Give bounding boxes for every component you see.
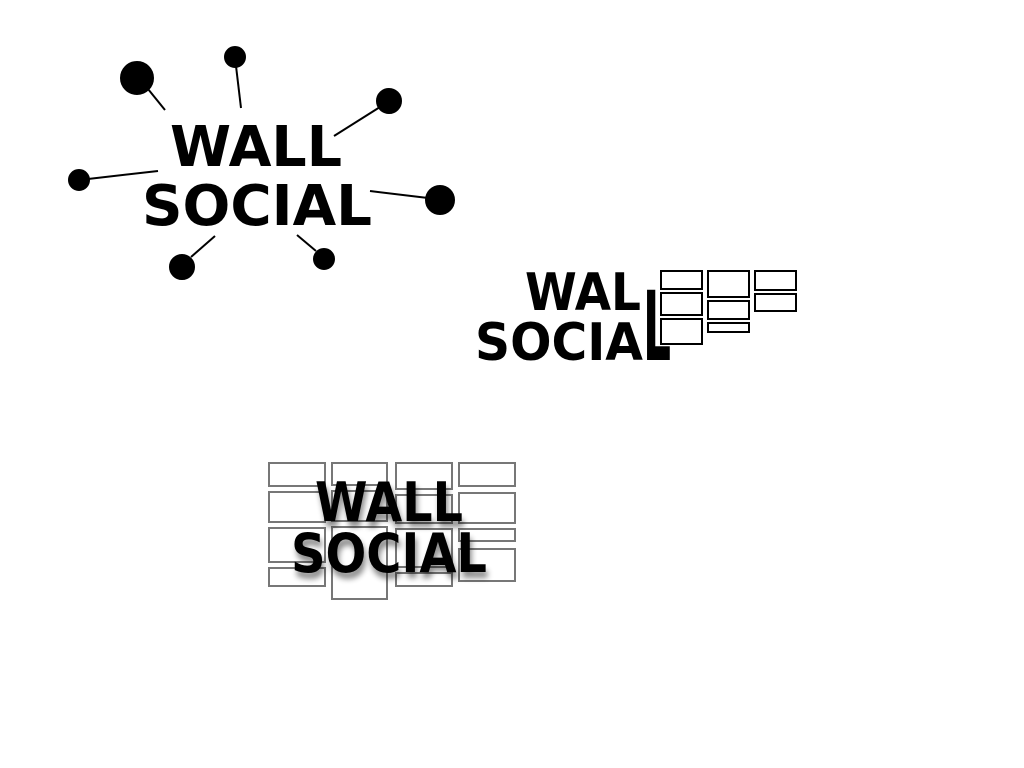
logo-word-wal: WAL: [525, 263, 641, 323]
node-dot: [376, 88, 402, 114]
node-dot: [313, 248, 335, 270]
logo-word-social: SOCIAL: [142, 174, 372, 239]
connector-line: [333, 106, 381, 137]
connector-line: [235, 65, 242, 109]
brick: [395, 494, 453, 524]
brick: [458, 462, 516, 487]
brick: [331, 462, 388, 486]
node-dot: [169, 254, 195, 280]
logo-word-wall: WALL: [315, 471, 463, 534]
brick: [458, 528, 516, 542]
brick: [395, 462, 453, 490]
brick: [395, 572, 453, 587]
connector-line: [296, 234, 317, 252]
brick: [660, 292, 703, 316]
brick: [268, 527, 326, 563]
brick: [458, 492, 516, 524]
network-node-burst-icon: WALL SOCIAL: [68, 46, 455, 280]
logo-word-wall: WALL: [170, 115, 342, 180]
node-dot: [224, 46, 246, 68]
node-dot: [120, 61, 154, 95]
brick: [268, 567, 326, 587]
connector-line: [369, 190, 429, 199]
logo-word-social: SOCIAL: [291, 522, 487, 585]
brick: [754, 270, 797, 291]
logo-network: WALL SOCIAL: [60, 40, 480, 290]
brick: [268, 491, 326, 523]
logo-brick-side: WAL SOCIA L: [470, 262, 810, 383]
brick: [395, 528, 453, 568]
brick: [754, 293, 797, 312]
brick: [458, 548, 516, 582]
brick: [331, 490, 388, 522]
brick: [707, 300, 750, 320]
logo-brick-background: WALL SOCIAL: [260, 455, 530, 615]
logo-word-socia: SOCIA: [475, 313, 643, 373]
brick: [331, 526, 388, 600]
brick-wall-icon: [660, 270, 797, 345]
brick: [707, 270, 750, 298]
brick: [707, 322, 750, 333]
brick: [660, 318, 703, 345]
brick: [268, 462, 326, 487]
brick-grid-icon: [268, 462, 516, 600]
node-dot: [68, 169, 90, 191]
node-dot: [425, 185, 455, 215]
connector-line: [87, 170, 159, 180]
connector-line: [190, 235, 216, 258]
connector-line: [147, 88, 166, 111]
brick: [660, 270, 703, 290]
